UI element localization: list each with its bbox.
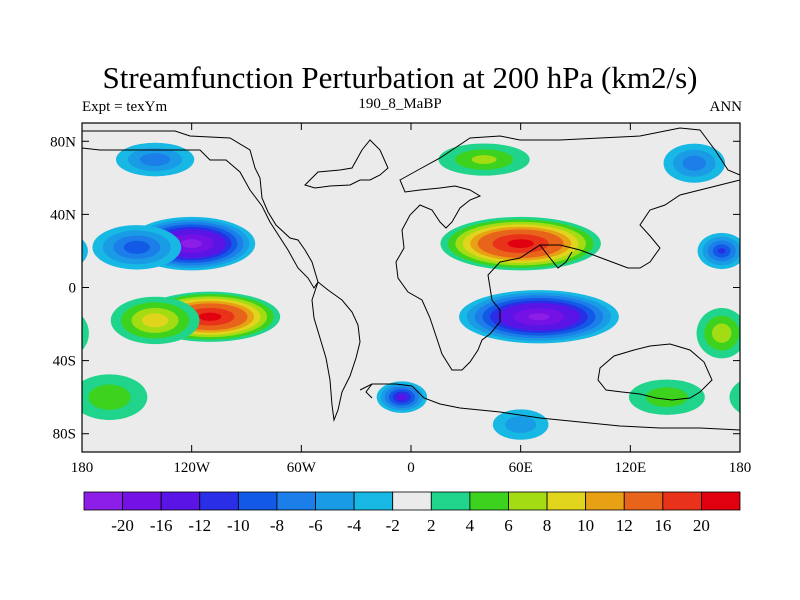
coastline-australia [597,343,713,401]
contour-band [123,240,150,254]
contour-band [507,239,534,248]
colorbar-label: 10 [577,516,594,535]
x-tick-label: 0 [407,460,415,476]
colorbar-label: 2 [427,516,436,535]
colorbar-label: 20 [693,516,710,535]
colorbar-label: -16 [150,516,173,535]
contour-band [82,239,88,263]
y-tick-label: 80S [53,427,76,443]
contour-field [82,142,740,440]
contour-band [712,323,732,343]
x-tick-label: 60W [287,460,317,476]
contour-band [682,155,707,171]
colorbar-box [546,491,587,511]
contour-band [729,381,740,413]
colorbar-label: 6 [504,516,513,535]
contour-band [140,153,171,167]
colorbar-box [701,491,741,511]
contour-band [142,313,169,328]
colorbar: -20 -16 -12 -10 -8 -6 -4 -2 2 4 6 8 10 12 16 20 [83,491,741,535]
colorbar-box [469,491,509,511]
axes: 180 120W 60W 0 60E 120E 180 80N 40N 0 40S 80S [50,123,751,476]
y-tick-label: 40S [53,354,76,370]
colorbar-box [199,491,239,511]
colorbar-label: -12 [188,516,211,535]
colorbar-label: 12 [616,516,633,535]
contour-band [717,248,726,254]
coastline-eurasia-africa [395,127,740,371]
y-tick-label: 0 [69,281,77,297]
contour-band [528,313,550,321]
contour-band [88,384,131,410]
colorbar-label: 4 [466,516,475,535]
colorbar-box [585,491,625,511]
coastline-antarctica [359,383,740,431]
coastline-south-america [311,281,361,422]
x-tick-label: 180 [71,460,94,476]
colorbar-box [662,491,702,511]
x-tick-label: 120E [614,460,646,476]
colorbar-label: 16 [654,516,671,535]
contour-band [396,394,407,401]
contour-band [181,239,203,248]
coastline-india [539,244,573,269]
coastline-north-america [82,130,319,289]
season-label: ANN [709,99,743,115]
colorbar-label: -4 [347,516,362,535]
colorbar-box [276,491,316,511]
colorbar-box [623,491,664,511]
colorbar-box [237,491,278,511]
coastline-antarctic-peninsula [365,383,373,399]
y-tick-label: 40N [50,207,76,223]
coastline-greenland [304,139,389,189]
x-tick-label: 60E [509,460,533,476]
colorbar-box [83,491,123,511]
x-tick-label: 120W [173,460,211,476]
case-label: 190_8_MaBP [358,96,442,112]
chart-title: Streamfunction Perturbation at 200 hPa (… [102,60,698,95]
experiment-label: Expt = texYm [82,99,168,115]
coastline-outlines [82,127,740,431]
colorbar-box [315,491,355,511]
colorbar-box [122,491,162,511]
colorbar-box [160,491,201,511]
colorbar-box [508,491,548,511]
contour-band [645,387,688,408]
colorbar-box [392,491,432,511]
y-tick-label: 80N [50,134,76,150]
contour-band [505,416,537,434]
contour-band [82,246,83,256]
colorbar-label: 8 [543,516,552,535]
colorbar-label: -6 [308,516,322,535]
colorbar-label: -20 [111,516,134,535]
contour-band [82,315,89,351]
colorbar-label: -10 [227,516,250,535]
x-tick-label: 180 [729,460,752,476]
colorbar-label: -8 [270,516,284,535]
colorbar-label: -2 [386,516,400,535]
colorbar-box [430,491,471,511]
contour-band [471,155,497,164]
contour-band [198,312,222,321]
colorbar-box [353,491,394,511]
